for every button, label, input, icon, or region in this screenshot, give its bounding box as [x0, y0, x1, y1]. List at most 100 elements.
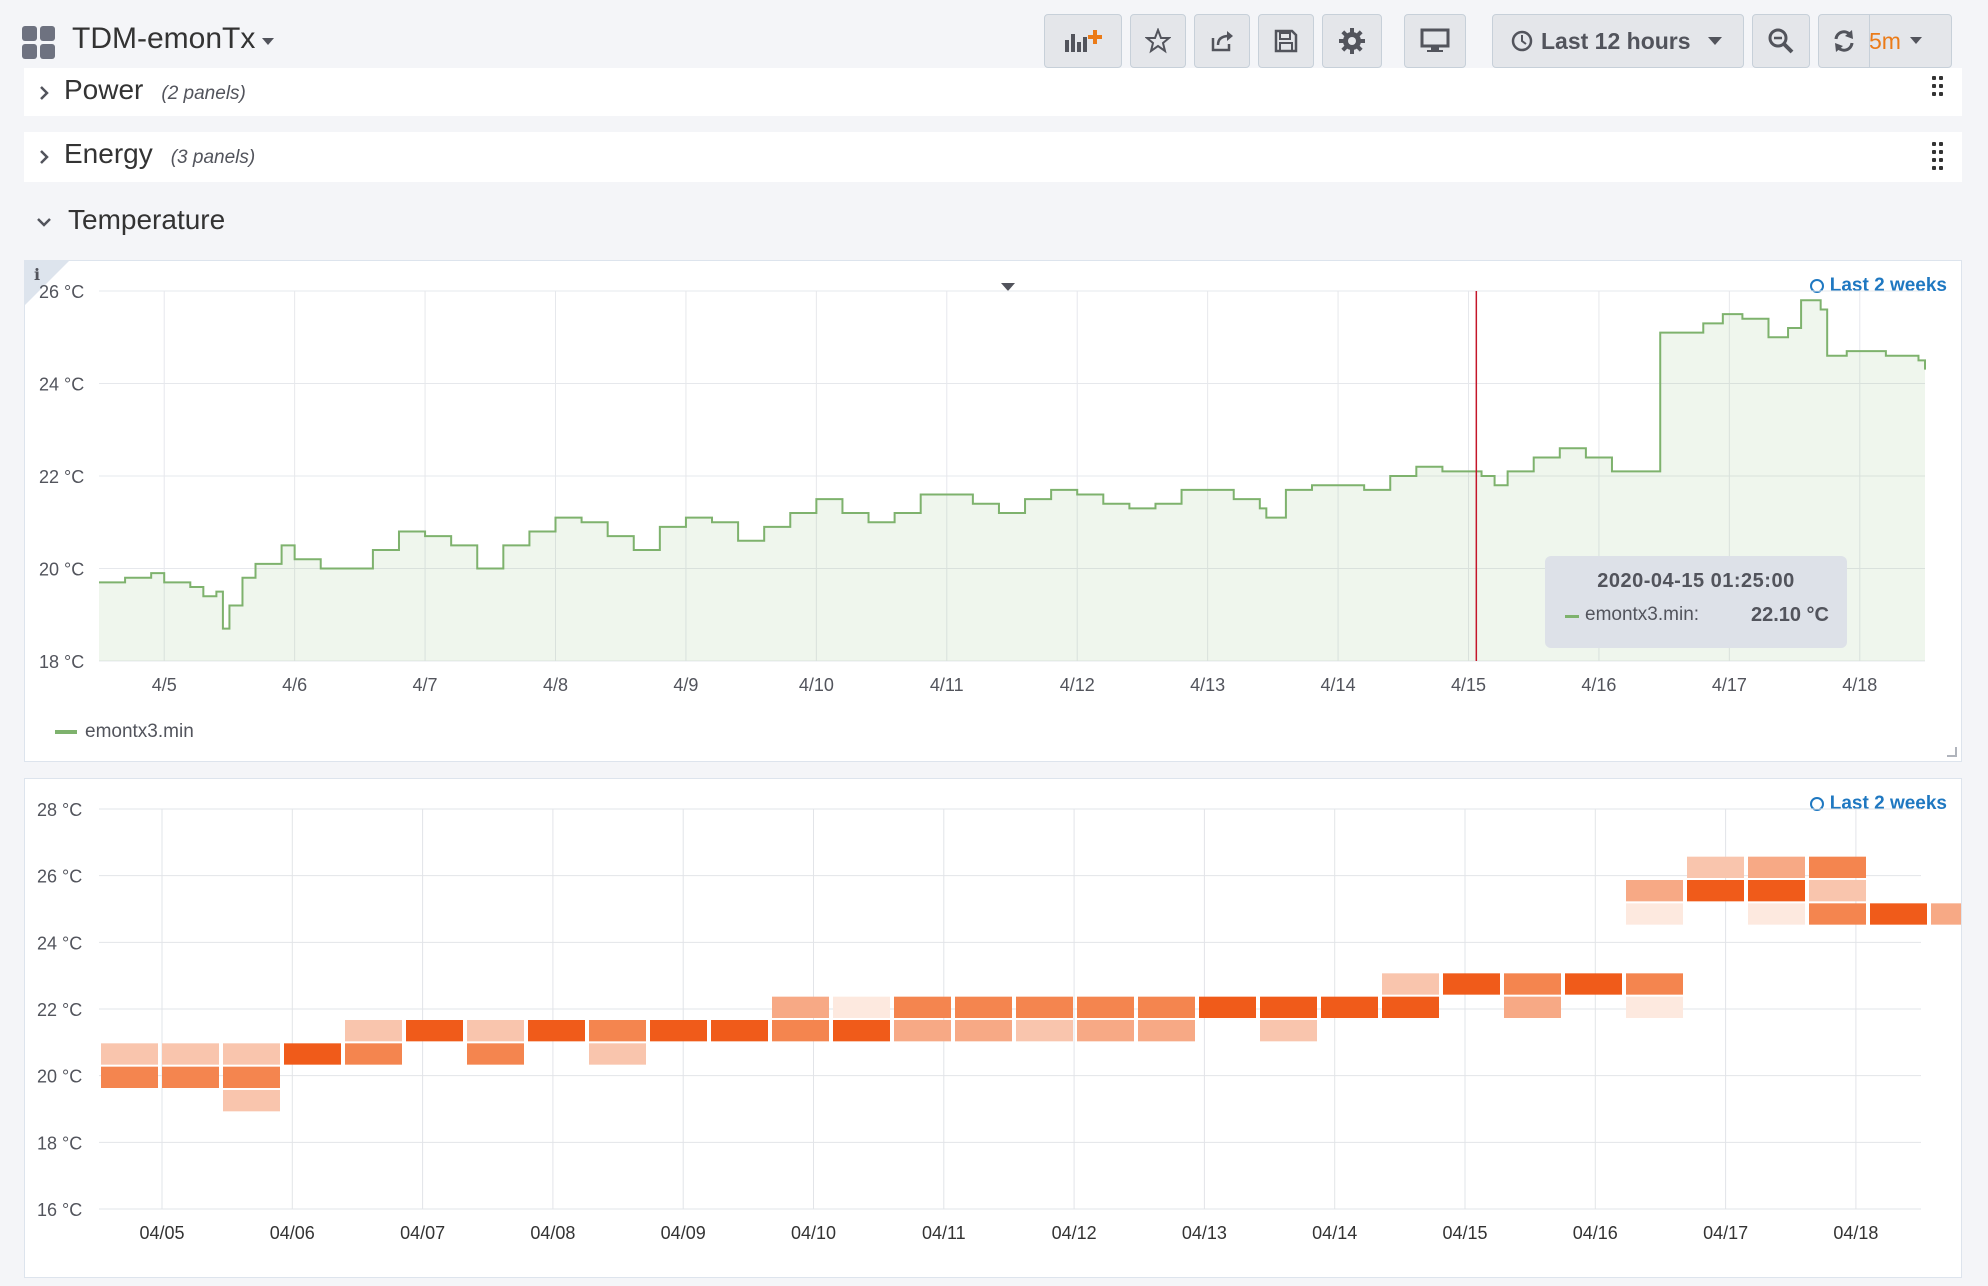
row-energy[interactable]: Energy (3 panels)	[24, 132, 1962, 182]
heatmap-cell	[1626, 880, 1683, 902]
save-icon	[1274, 29, 1298, 53]
y-tick-label: 20 °C	[39, 560, 84, 580]
x-tick-label: 04/10	[791, 1223, 836, 1243]
y-tick-label: 28 °C	[37, 800, 82, 820]
heatmap-cell	[1260, 1020, 1317, 1042]
heatmap-cell	[1931, 903, 1961, 925]
panel-menu-caret[interactable]	[1001, 283, 1015, 291]
clock-icon	[1511, 30, 1533, 52]
heatmap-panel[interactable]: Last 2 weeks 16 °C 18 °C 20 °C 22 °C 24 °C 26…	[24, 778, 1962, 1278]
save-button[interactable]	[1258, 14, 1314, 68]
star-button[interactable]	[1130, 14, 1186, 68]
row-title: Energy (3 panels)	[64, 138, 256, 169]
graph-tooltip: 2020-04-15 01:25:00 emontx3.min: 22.10 °…	[1545, 556, 1847, 648]
series-area	[99, 300, 1925, 661]
graph-panel[interactable]: i Last 2 weeks 18 °C 20 °C 22 °C 24 °C 26 °C…	[24, 260, 1962, 762]
heatmap-cell	[955, 996, 1012, 1018]
y-tick-label: 22 °C	[37, 1000, 82, 1020]
time-range-label: Last 12 hours	[1541, 27, 1691, 54]
settings-button[interactable]	[1322, 14, 1382, 68]
heatmap-cell	[101, 1043, 158, 1065]
heatmap-cell	[162, 1066, 219, 1088]
row-power[interactable]: Power (2 panels)	[24, 68, 1962, 116]
drag-handle-icon[interactable]	[1932, 142, 1944, 172]
heatmap-plot[interactable]: 16 °C 18 °C 20 °C 22 °C 24 °C 26 °C 28 °C 04/05…	[25, 779, 1961, 1277]
heatmap-cell	[955, 1020, 1012, 1042]
heatmap-cell	[223, 1090, 280, 1112]
graph-plot[interactable]: 18 °C 20 °C 22 °C 24 °C 26 °C 4/5 4/6 4/7 4/8 4/9…	[25, 261, 1961, 701]
x-tick-label: 4/18	[1842, 675, 1877, 695]
heatmap-cell	[1382, 973, 1439, 995]
x-tick-label: 04/09	[661, 1223, 706, 1243]
x-tick-label: 4/12	[1060, 675, 1095, 695]
tv-mode-button[interactable]	[1404, 14, 1466, 68]
x-tick-label: 04/06	[270, 1223, 315, 1243]
zoom-out-icon	[1768, 28, 1794, 54]
row-panel-count: (3 panels)	[170, 147, 256, 168]
y-tick-label: 26 °C	[37, 867, 82, 887]
heatmap-cell	[223, 1043, 280, 1065]
x-tick-label: 4/5	[152, 675, 177, 695]
chevron-down-icon[interactable]	[36, 216, 52, 228]
info-icon[interactable]: i	[34, 265, 41, 284]
refresh-button[interactable]: 5m	[1818, 14, 1952, 68]
dashboard-grid-icon[interactable]	[22, 26, 56, 60]
heatmap-cell	[1077, 1020, 1134, 1042]
heatmap-cell	[345, 1043, 402, 1065]
heatmap-cell	[1687, 856, 1744, 878]
drag-handle-icon[interactable]	[1932, 76, 1944, 106]
dashboard-title[interactable]: TDM-emonTx	[72, 22, 256, 55]
clock-icon	[1809, 797, 1824, 811]
heatmap-cell	[1138, 1020, 1195, 1042]
chevron-right-icon	[40, 86, 49, 100]
heatmap-cell	[1626, 996, 1683, 1018]
tooltip-value: 22.10 °C	[1750, 604, 1829, 626]
zoom-out-button[interactable]	[1752, 14, 1810, 68]
heatmap-cell	[345, 1020, 402, 1042]
heatmap-cell	[528, 1020, 585, 1042]
time-picker-button[interactable]: Last 12 hours	[1492, 14, 1744, 68]
resize-handle[interactable]	[1947, 747, 1957, 757]
heatmap-cell	[1321, 996, 1378, 1018]
heatmap-cell	[1809, 880, 1866, 902]
heatmap-cell	[1870, 903, 1927, 925]
y-tick-label: 16 °C	[37, 1200, 82, 1220]
heatmap-cell	[1626, 973, 1683, 995]
share-button[interactable]	[1194, 14, 1250, 68]
y-tick-label: 24 °C	[39, 375, 84, 395]
y-tick-label: 18 °C	[39, 652, 84, 672]
heatmap-cell	[101, 1066, 158, 1088]
heatmap-cell	[1809, 856, 1866, 878]
x-tick-label: 04/18	[1833, 1223, 1878, 1243]
panel-info-corner[interactable]	[25, 261, 69, 305]
settings-icon	[1339, 28, 1365, 54]
heatmap-cell	[1077, 996, 1134, 1018]
heatmap-cell	[1748, 856, 1805, 878]
heatmap-cell	[1504, 996, 1561, 1018]
heatmap-cell	[1626, 903, 1683, 925]
heatmap-cell	[589, 1043, 646, 1065]
add-panel-button[interactable]	[1044, 14, 1122, 68]
chevron-down-icon[interactable]	[262, 38, 274, 45]
legend-swatch	[55, 730, 77, 734]
x-tick-label: 04/05	[139, 1223, 184, 1243]
heatmap-cell	[1138, 996, 1195, 1018]
heatmap-cell	[1504, 973, 1561, 995]
x-tick-label: 04/07	[400, 1223, 445, 1243]
x-tick-label: 04/12	[1052, 1223, 1097, 1243]
heatmap-cell	[467, 1020, 524, 1042]
legend-series-label[interactable]: emontx3.min	[85, 721, 194, 742]
row-title: Power (2 panels)	[64, 74, 246, 105]
tooltip-series-swatch	[1565, 615, 1579, 618]
refresh-interval[interactable]: 5m	[1869, 27, 1901, 54]
x-tick-label: 4/17	[1712, 675, 1747, 695]
heatmap-cell	[833, 1020, 890, 1042]
y-tick-label: 24 °C	[37, 933, 82, 953]
heatmap-cell	[894, 996, 951, 1018]
star-icon	[1145, 28, 1171, 54]
x-tick-label: 4/16	[1581, 675, 1616, 695]
heatmap-cell	[894, 1020, 951, 1042]
section-title[interactable]: Temperature	[68, 204, 226, 235]
x-tick-label: 04/11	[922, 1223, 966, 1243]
x-tick-label: 04/13	[1182, 1223, 1227, 1243]
